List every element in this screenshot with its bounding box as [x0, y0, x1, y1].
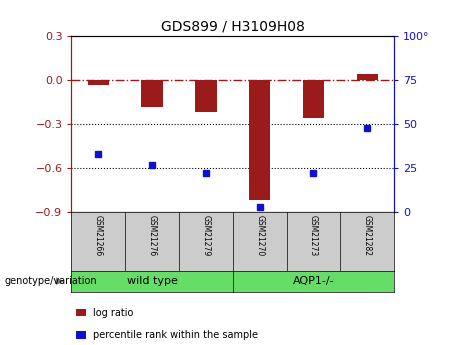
Text: GSM21276: GSM21276 [148, 215, 157, 256]
Text: GSM21270: GSM21270 [255, 215, 264, 256]
Bar [76, 331, 86, 339]
Bar [88, 80, 109, 85]
Text: GSM21282: GSM21282 [363, 215, 372, 256]
Text: genotype/variation: genotype/variation [5, 276, 97, 286]
Bar [356, 74, 378, 80]
Text: percentile rank within the sample: percentile rank within the sample [93, 330, 258, 340]
Bar [303, 80, 324, 118]
Text: log ratio: log ratio [93, 308, 134, 317]
Bar [195, 80, 217, 112]
Bar [142, 80, 163, 107]
Text: AQP1-/-: AQP1-/- [293, 276, 334, 286]
Bar [76, 309, 86, 316]
Text: GSM21273: GSM21273 [309, 215, 318, 256]
Text: wild type: wild type [127, 276, 177, 286]
Text: GSM21279: GSM21279 [201, 215, 210, 256]
Text: GSM21266: GSM21266 [94, 215, 103, 256]
Title: GDS899 / H3109H08: GDS899 / H3109H08 [161, 20, 305, 34]
Bar [249, 80, 271, 200]
